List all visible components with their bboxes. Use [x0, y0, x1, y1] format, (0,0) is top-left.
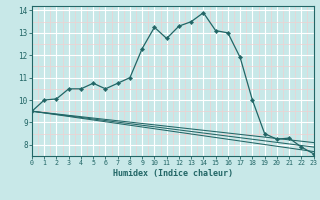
X-axis label: Humidex (Indice chaleur): Humidex (Indice chaleur) [113, 169, 233, 178]
